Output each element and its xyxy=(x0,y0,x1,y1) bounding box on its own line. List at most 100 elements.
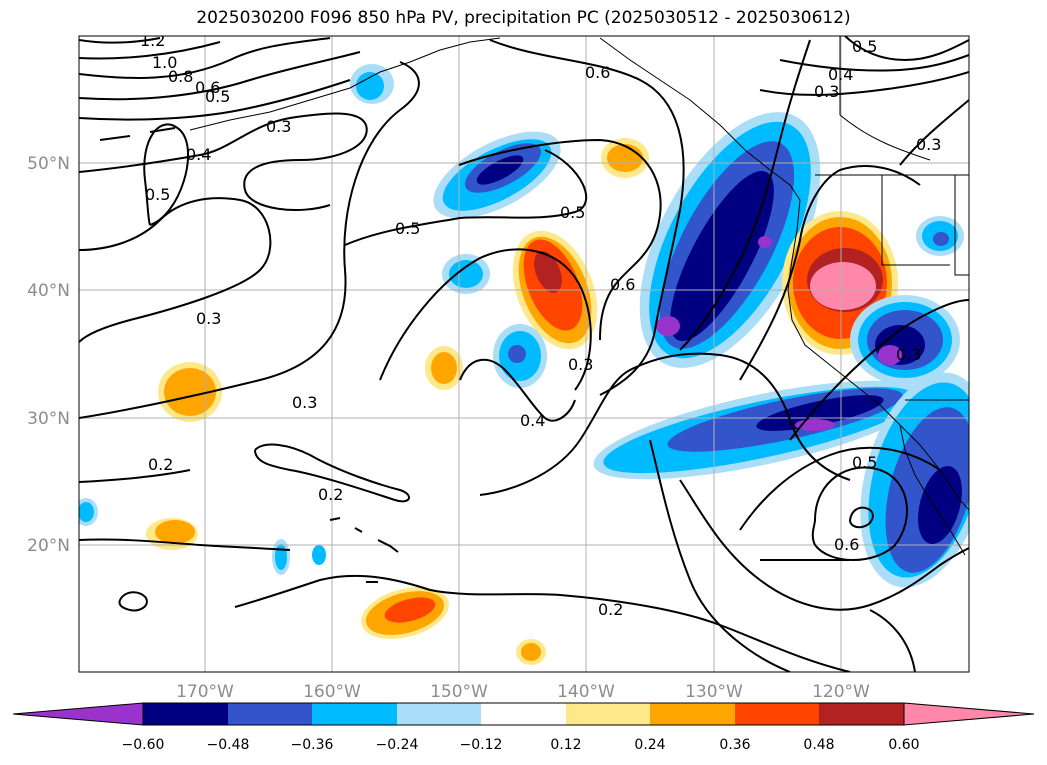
contour-line xyxy=(679,39,811,351)
precip-area xyxy=(164,368,216,416)
colorbar-tick-label: 0.12 xyxy=(550,737,581,753)
coastline-alaska-panhandle xyxy=(599,37,801,201)
coastline-baja xyxy=(899,424,966,556)
contour-label: 0.8 xyxy=(168,67,193,86)
map-title: 2025030200 F096 850 hPa PV, precipitatio… xyxy=(196,8,851,28)
contour-label: 0.6 xyxy=(195,78,220,97)
precip-band-subtropical xyxy=(593,295,969,588)
lon-tick-labels: 170°W 160°W 150°W 140°W 130°W 120°W xyxy=(176,682,870,702)
contour-line xyxy=(649,439,791,672)
colorbar-tick-labels: −0.60 −0.48 −0.36 −0.24 −0.12 0.12 0.24 … xyxy=(122,737,920,753)
colorbar-tick-label: −0.36 xyxy=(291,737,334,753)
lat-tick-label: 20°N xyxy=(27,536,70,556)
contour-label: 1.2 xyxy=(140,31,165,50)
precip-area xyxy=(508,345,526,363)
contour-label: 0.3 xyxy=(916,135,941,154)
contour-label: 0.6 xyxy=(585,63,610,82)
contour-label: 0.6 xyxy=(610,275,635,294)
contour-label: 0.2 xyxy=(318,485,343,504)
lon-tick-label: 130°W xyxy=(685,682,743,702)
precip-area xyxy=(878,345,902,365)
contour-line xyxy=(679,479,969,611)
contour-line xyxy=(899,99,969,166)
colorbar-tick-label: 0.60 xyxy=(888,737,919,753)
contour-line xyxy=(489,39,685,396)
precip-shading xyxy=(79,64,969,665)
colorbar-outline xyxy=(142,702,905,726)
precip-area xyxy=(670,170,774,342)
contour-label: 0.5 xyxy=(395,219,420,238)
coastline-alaska xyxy=(189,37,501,131)
colorbar-tick-label: −0.48 xyxy=(207,737,250,753)
colorbar-tick-label: −0.60 xyxy=(122,737,165,753)
lon-tick-label: 120°W xyxy=(812,682,870,702)
contour-line xyxy=(739,164,921,381)
contour-line xyxy=(118,591,148,612)
contour-label: 0.5 xyxy=(560,203,585,222)
map-frame xyxy=(78,35,970,673)
precip-area xyxy=(758,236,772,248)
colorbar-tick-label: 0.36 xyxy=(719,737,750,753)
colorbar-bin xyxy=(312,703,397,725)
state-border xyxy=(881,175,950,266)
coastlines xyxy=(99,36,969,583)
aleutian-islands xyxy=(99,127,176,141)
lon-tick-label: 160°W xyxy=(303,682,361,702)
contour-label: 0.4 xyxy=(520,411,545,430)
colorbar-bin xyxy=(735,703,819,725)
pv-contours xyxy=(79,36,969,672)
precip-area xyxy=(810,262,876,310)
contour-line xyxy=(811,466,908,561)
contour-label: 0.3 xyxy=(266,117,291,136)
contour-line xyxy=(479,352,851,496)
contour-label: 0.3 xyxy=(568,355,593,374)
state-border xyxy=(954,175,969,276)
contour-line xyxy=(79,79,351,121)
lat-tick-label: 30°N xyxy=(27,409,70,429)
precip-band-pacific-nw xyxy=(639,112,821,368)
precip-area xyxy=(449,260,483,288)
contour-line xyxy=(254,443,410,503)
precip-area xyxy=(521,643,541,661)
precip-area xyxy=(312,545,326,565)
colorbar-bin xyxy=(397,703,481,725)
contour-label: 0.5 xyxy=(852,453,877,472)
contour-label: 0.5 xyxy=(852,37,877,56)
map-area: 1.2 1.0 0.8 0.6 0.5 0.3 0.4 0.5 0.3 0.5 … xyxy=(79,31,969,672)
lat-tick-label: 50°N xyxy=(27,154,70,174)
colorbar-bin xyxy=(143,703,228,725)
coastline-bc-wa-or xyxy=(787,199,969,511)
contour-line xyxy=(143,123,189,226)
contour-line xyxy=(79,61,420,419)
lon-tick-label: 150°W xyxy=(430,682,488,702)
contour-line xyxy=(379,248,592,391)
contour-line xyxy=(79,37,161,44)
contour-line xyxy=(234,574,851,672)
contour-line xyxy=(458,138,662,341)
contour-line xyxy=(849,506,874,529)
lon-tick-label: 170°W xyxy=(176,682,234,702)
contour-line xyxy=(789,299,969,441)
precip-area xyxy=(607,144,643,172)
contour-labels: 1.2 1.0 0.8 0.6 0.5 0.3 0.4 0.5 0.3 0.5 … xyxy=(140,31,941,619)
contour-line xyxy=(79,51,361,101)
contour-line xyxy=(779,54,969,72)
contour-label: 0.4 xyxy=(828,65,853,84)
colorbar-bin xyxy=(481,703,566,725)
precip-area xyxy=(656,316,680,336)
contour-label: 0.2 xyxy=(148,455,173,474)
contour-label: 1.0 xyxy=(152,53,177,72)
lat-tick-label: 40°N xyxy=(27,281,70,301)
colorbar-extend-low xyxy=(12,702,144,726)
colorbar: −0.60 −0.48 −0.36 −0.24 −0.12 0.12 0.24 … xyxy=(12,702,1035,753)
contour-label: 0.3 xyxy=(196,309,221,328)
precip-area xyxy=(356,72,384,100)
colorbar-bin xyxy=(650,703,735,725)
contour-line xyxy=(344,149,588,246)
contour-label: 0.6 xyxy=(834,535,859,554)
contour-label: 0.5 xyxy=(145,185,170,204)
contour-line xyxy=(79,112,368,211)
colorbar-bin xyxy=(819,703,904,725)
precip-area xyxy=(918,466,962,544)
